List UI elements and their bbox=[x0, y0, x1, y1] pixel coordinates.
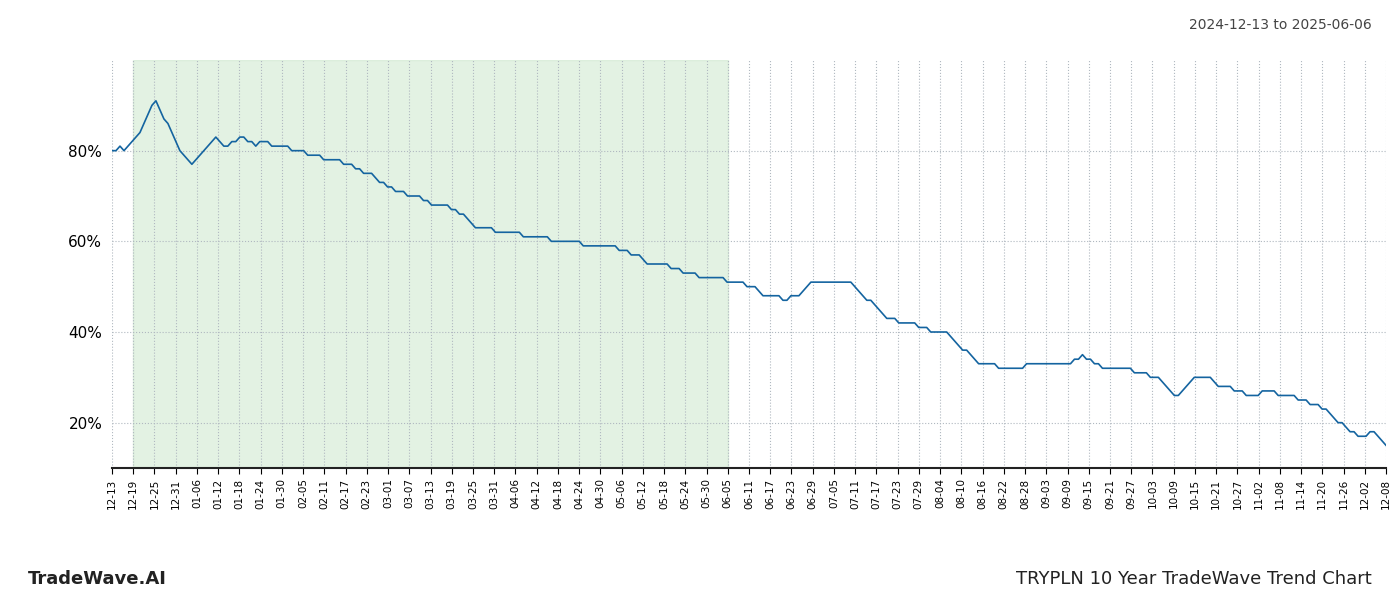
Text: TRYPLN 10 Year TradeWave Trend Chart: TRYPLN 10 Year TradeWave Trend Chart bbox=[1016, 570, 1372, 588]
Text: 2024-12-13 to 2025-06-06: 2024-12-13 to 2025-06-06 bbox=[1189, 18, 1372, 32]
Bar bbox=[133, 60, 728, 468]
Text: TradeWave.AI: TradeWave.AI bbox=[28, 570, 167, 588]
